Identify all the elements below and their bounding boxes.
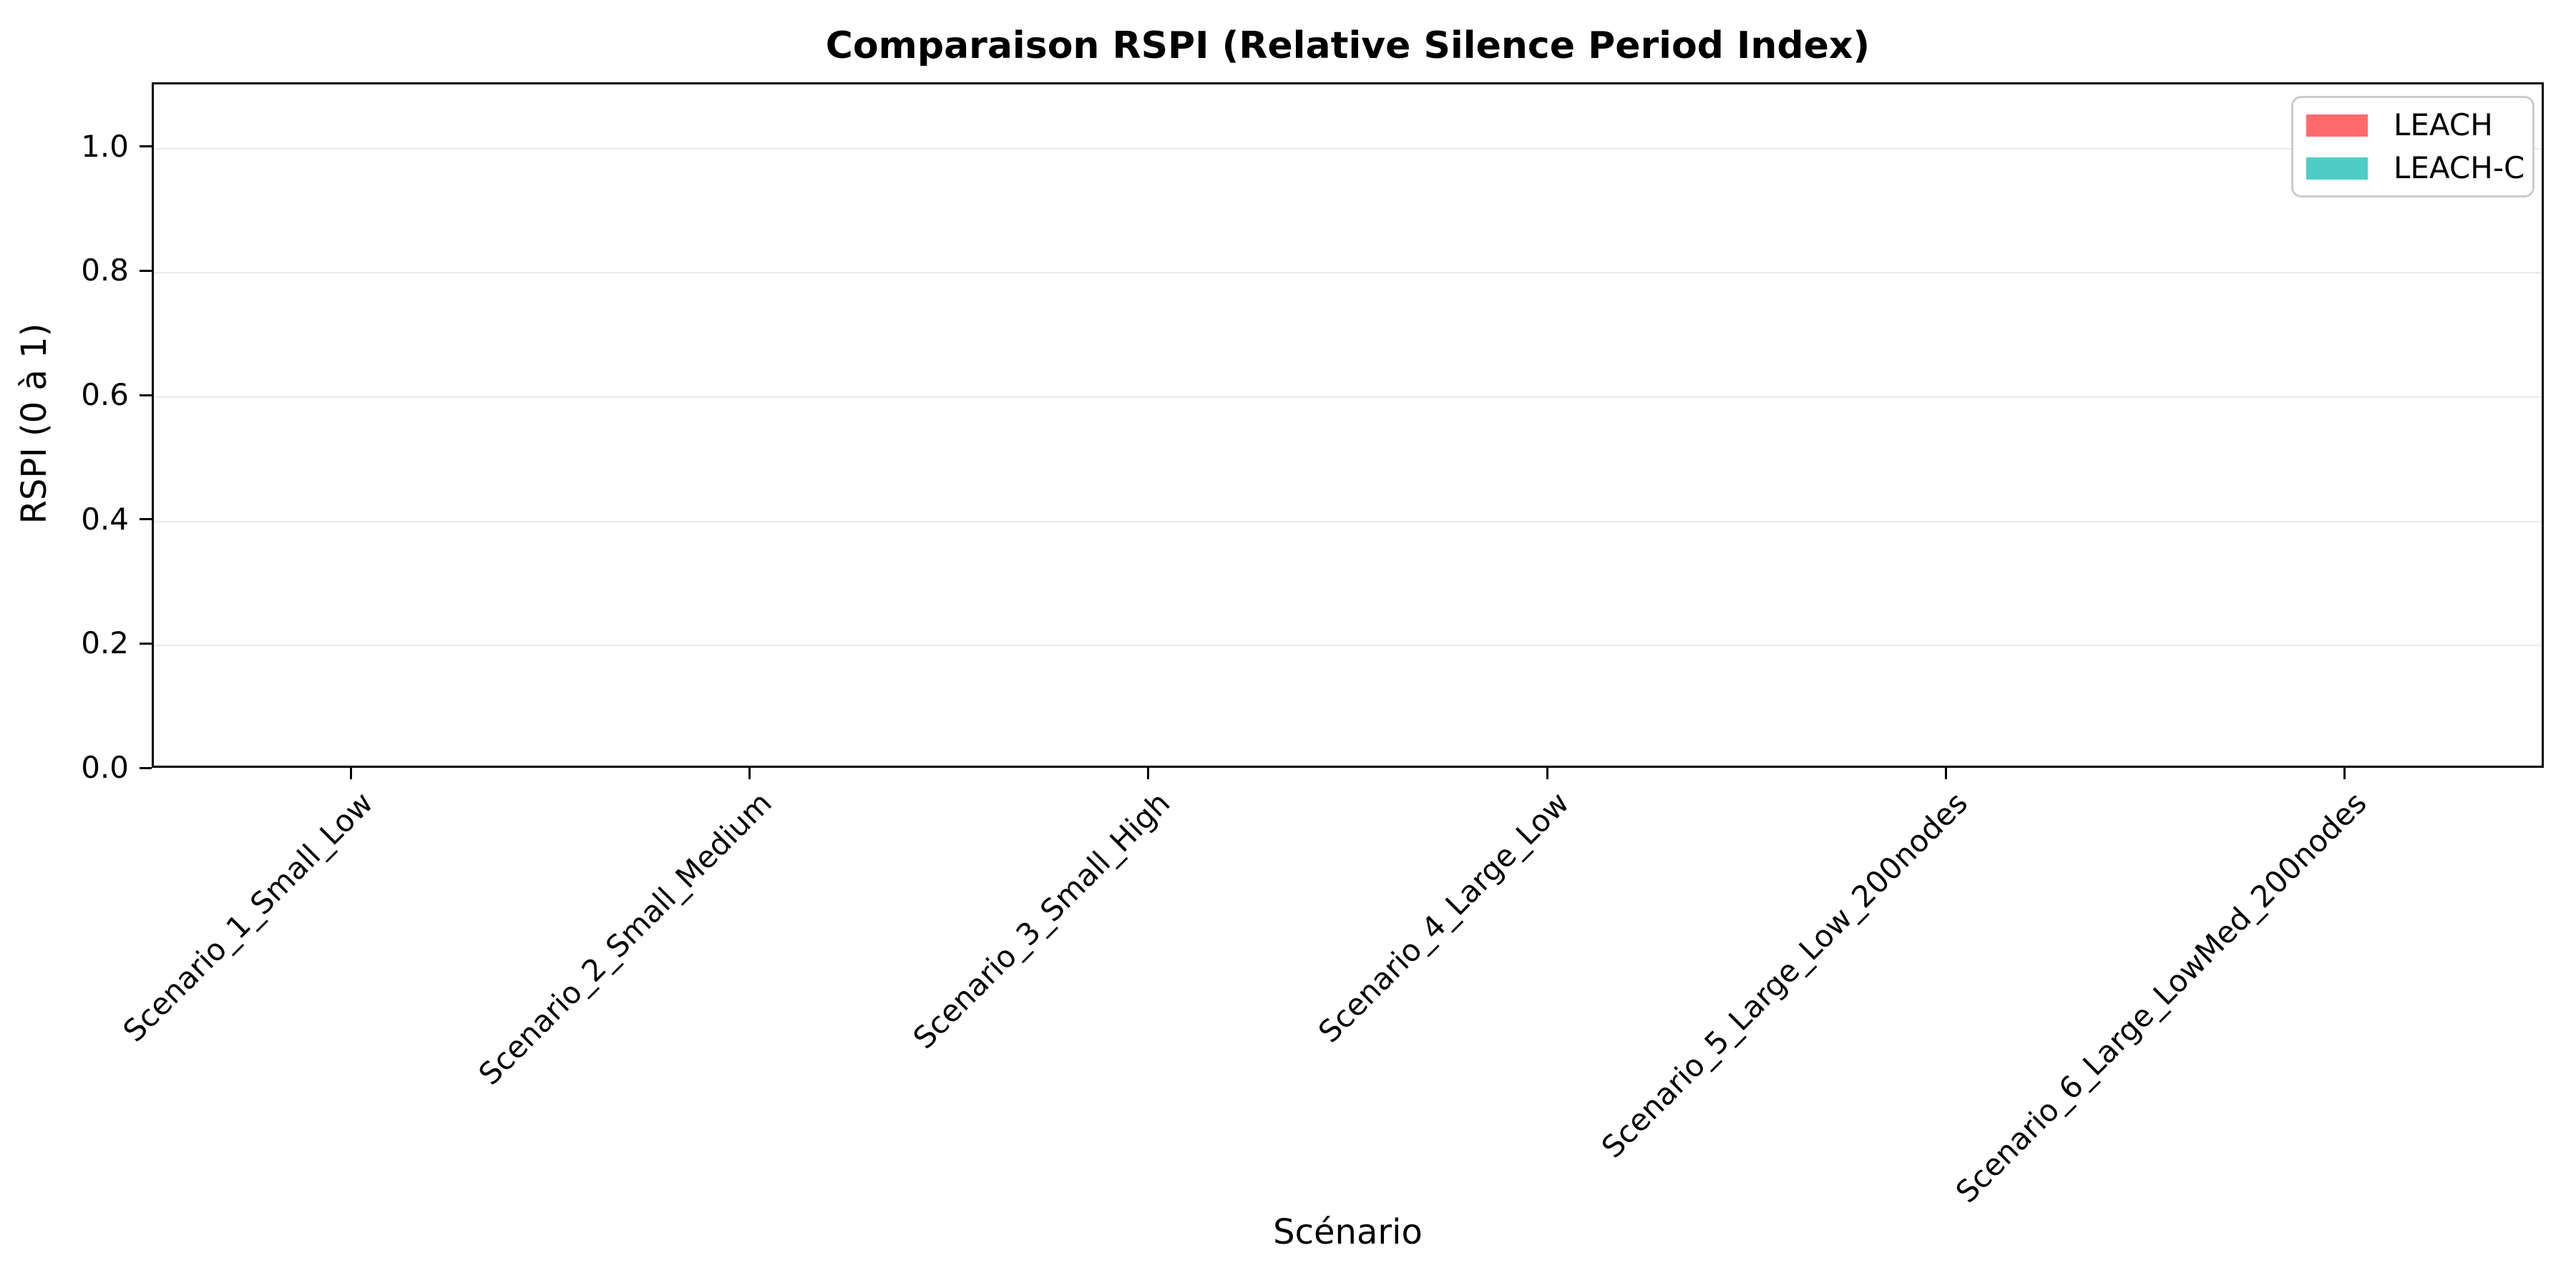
y-tick-mark-0.6 bbox=[140, 394, 152, 396]
y-tick-label-0.8: 0.8 bbox=[81, 253, 129, 288]
x-tick-label-2: Scenario_2_Small_Medium bbox=[472, 785, 779, 1092]
x-tick-label-6: Scenario_6_Large_LowMed_200nodes bbox=[1948, 785, 2373, 1210]
y-tick-label-1.0: 1.0 bbox=[81, 128, 129, 164]
legend-swatch-leach bbox=[2306, 114, 2368, 137]
x-tick-mark-6 bbox=[2343, 768, 2346, 779]
x-tick-label-5: Scenario_5_Large_Low_200nodes bbox=[1594, 785, 1975, 1165]
y-tick-label-0.2: 0.2 bbox=[81, 625, 129, 661]
x-tick-mark-5 bbox=[1944, 768, 1947, 779]
x-tick-label-3: Scenario_3_Small_High bbox=[906, 785, 1177, 1056]
y-tick-mark-0.0 bbox=[140, 766, 152, 769]
chart-title: Comparaison RSPI (Relative Silence Perio… bbox=[825, 24, 1870, 67]
gridline-y-0.8 bbox=[154, 272, 2542, 274]
x-tick-label-4: Scenario_4_Large_Low bbox=[1311, 785, 1576, 1050]
legend: LEACH LEACH-C bbox=[2291, 96, 2534, 197]
y-tick-label-0.0: 0.0 bbox=[81, 750, 129, 785]
x-tick-mark-3 bbox=[1147, 768, 1150, 779]
gridline-y-0.6 bbox=[154, 396, 2542, 399]
legend-label-leach: LEACH bbox=[2394, 107, 2493, 142]
y-tick-label-0.6: 0.6 bbox=[81, 377, 129, 413]
x-tick-mark-1 bbox=[350, 768, 353, 779]
legend-item-leach: LEACH bbox=[2306, 109, 2518, 141]
legend-swatch-leach-c bbox=[2306, 157, 2368, 180]
y-tick-mark-0.4 bbox=[140, 518, 152, 521]
gridline-y-1.0 bbox=[154, 147, 2542, 150]
gridline-y-0.2 bbox=[154, 645, 2542, 647]
y-tick-label-0.4: 0.4 bbox=[81, 501, 129, 537]
legend-item-leach-c: LEACH-C bbox=[2306, 152, 2524, 184]
plot-area bbox=[152, 82, 2544, 768]
legend-label-leach-c: LEACH-C bbox=[2394, 150, 2525, 185]
y-tick-mark-0.8 bbox=[140, 269, 152, 272]
y-axis-label: RSPI (0 à 1) bbox=[14, 323, 54, 525]
y-tick-mark-1.0 bbox=[140, 145, 152, 148]
x-tick-mark-2 bbox=[748, 768, 751, 779]
y-tick-mark-0.2 bbox=[140, 642, 152, 645]
x-tick-mark-4 bbox=[1546, 768, 1548, 779]
x-axis-label: Scénario bbox=[1273, 1212, 1423, 1252]
x-tick-label-1: Scenario_1_Small_Low bbox=[116, 785, 380, 1049]
gridline-y-0.4 bbox=[154, 520, 2542, 522]
